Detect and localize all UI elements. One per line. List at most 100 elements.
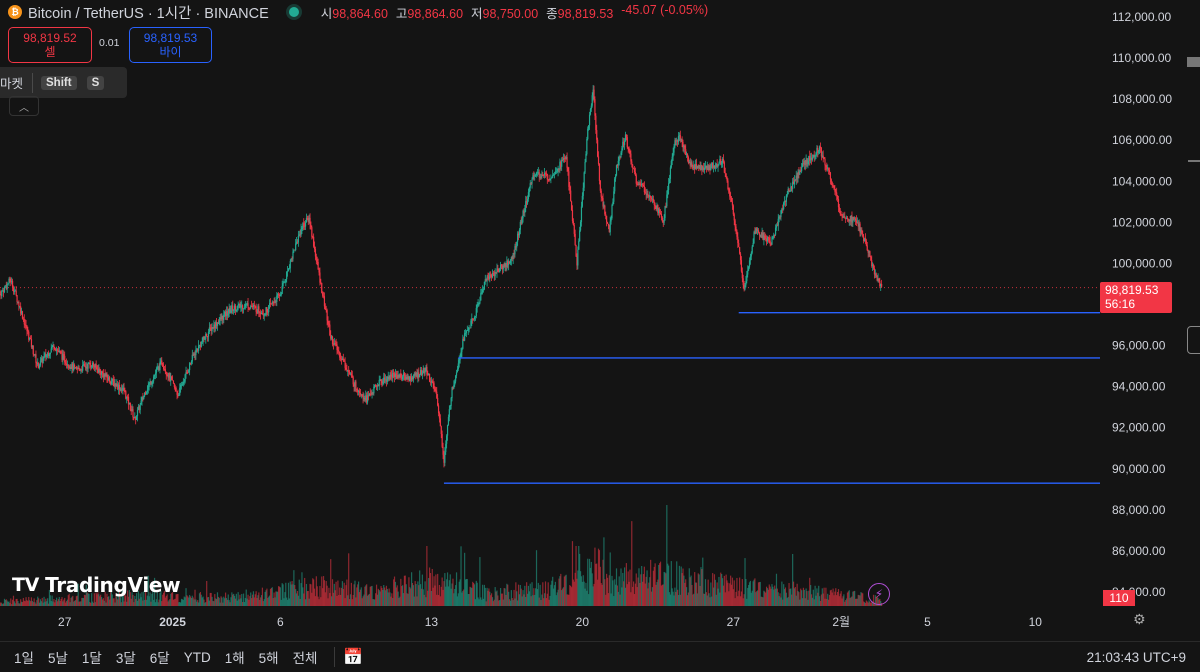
candle-body: [673, 146, 675, 153]
buy-button[interactable]: 98,819.53 바이: [129, 27, 212, 63]
panel-separator: [1188, 160, 1200, 162]
candle-body: [819, 146, 821, 151]
candle-body: [211, 327, 213, 332]
volume-bar: [513, 589, 515, 606]
candle-body: [751, 246, 753, 253]
candle-body: [713, 165, 716, 169]
range-1m[interactable]: 1달: [81, 651, 102, 666]
price-chart[interactable]: 84,000.0086,000.0088,000.0090,000.0092,0…: [0, 0, 1200, 641]
candle-body: [71, 363, 73, 369]
candle-body: [131, 409, 133, 411]
candle-body: [351, 375, 353, 378]
candle-body: [344, 361, 346, 368]
volume-bar: [535, 588, 537, 606]
volume-bar: [363, 594, 365, 606]
lightning-icon[interactable]: ⚡: [868, 583, 890, 605]
volume-bar: [445, 586, 447, 606]
volume-bar: [286, 597, 288, 606]
candle-body: [186, 372, 188, 373]
candle-body: [522, 210, 524, 219]
volume-bar: [515, 582, 517, 606]
volume-bar: [320, 597, 322, 606]
volume-bar: [54, 602, 56, 606]
candle-body: [801, 167, 803, 172]
range-1y[interactable]: 1해: [224, 651, 245, 666]
candle-body: [294, 249, 296, 251]
candle-body: [480, 292, 482, 301]
volume-bar: [686, 587, 688, 606]
candle-body: [477, 304, 479, 305]
candle-body: [162, 364, 164, 367]
volume-bar: [462, 590, 464, 606]
candle-body: [434, 389, 436, 391]
candle-body: [677, 140, 679, 142]
candle-body: [122, 387, 124, 390]
gear-icon[interactable]: ⚙: [1133, 612, 1146, 628]
volume-bar: [703, 593, 705, 606]
candle-body: [273, 302, 275, 304]
candle-body: [570, 201, 573, 211]
volume-bar: [732, 589, 734, 606]
range-1d[interactable]: 1일: [14, 651, 34, 666]
candle-body: [363, 398, 365, 399]
volume-bar: [639, 582, 641, 606]
volume-bar: [764, 591, 766, 606]
candle-body: [627, 147, 629, 148]
candle-body: [487, 276, 489, 278]
candle-body: [831, 182, 833, 186]
candle-body: [109, 377, 111, 382]
range-6m[interactable]: 6달: [149, 651, 170, 666]
volume-bar: [150, 601, 152, 606]
candle-body: [758, 232, 760, 235]
range-ytd[interactable]: YTD: [183, 649, 211, 665]
volume-bar: [561, 590, 563, 606]
candle-body: [559, 161, 561, 169]
chevron-up-icon[interactable]: ︿: [9, 96, 39, 116]
volume-bar: [259, 599, 261, 606]
candle-body: [778, 216, 780, 219]
volume-bar: [695, 582, 698, 606]
volume-bar: [740, 591, 743, 606]
candle-body: [212, 327, 214, 329]
volume-bar: [47, 598, 49, 606]
volume-bar: [824, 598, 826, 606]
candle-body: [595, 115, 597, 131]
volume-bar: [384, 590, 387, 606]
clock[interactable]: 21:03:43 UTC+9: [1086, 650, 1186, 665]
candle-body: [667, 190, 669, 195]
candle-body: [765, 238, 768, 242]
candle-body: [824, 158, 826, 166]
calendar-range-icon[interactable]: 📅: [343, 649, 364, 666]
candle-body: [235, 309, 237, 312]
candle-body: [707, 165, 709, 171]
symbol-title[interactable]: Bitcoin / TetherUS · 1시간 · BINANCE: [28, 5, 269, 22]
candle-body: [474, 316, 477, 318]
volume-bar: [40, 601, 42, 606]
candle-body: [485, 279, 487, 282]
range-5d[interactable]: 5날: [47, 651, 68, 666]
candle-body: [18, 301, 20, 307]
volume-bar: [618, 576, 620, 606]
candle-body: [243, 307, 246, 309]
panel-toggle-icon[interactable]: [1187, 57, 1200, 67]
candle-body: [106, 373, 108, 378]
volume-bar: [570, 587, 573, 606]
sell-button[interactable]: 98,819.52 셀: [8, 27, 92, 63]
candle-body: [149, 381, 151, 384]
candle-body: [419, 374, 421, 378]
s-key: S: [86, 75, 105, 90]
candle-body: [571, 210, 574, 222]
volume-bar: [193, 599, 195, 606]
volume-bar: [385, 585, 388, 606]
candle-body: [400, 373, 402, 378]
scale-control-icon[interactable]: [1187, 326, 1200, 354]
candle-body: [460, 351, 462, 358]
range-all[interactable]: 전체: [292, 651, 318, 666]
tradingview-logo[interactable]: TV TradingView: [12, 573, 181, 597]
tooltip-label: 마켓: [0, 77, 24, 91]
candle-body: [244, 304, 246, 308]
volume-bar: [132, 594, 134, 606]
range-5y[interactable]: 5해: [258, 651, 279, 666]
range-3m[interactable]: 3달: [115, 651, 136, 666]
volume-bar: [114, 602, 116, 606]
